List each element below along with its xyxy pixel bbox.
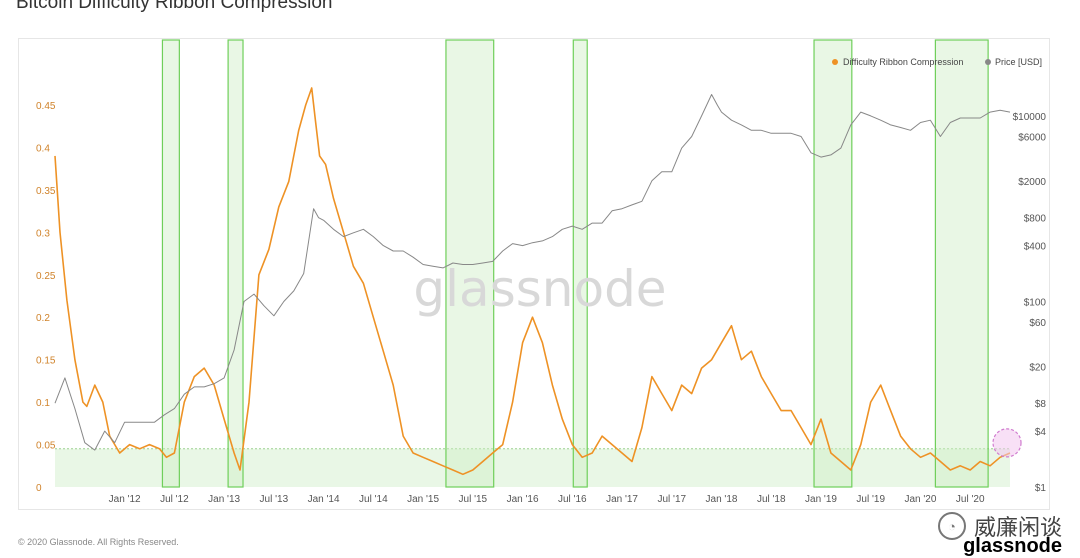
legend-label-compression[interactable]: Difficulty Ribbon Compression	[843, 57, 963, 67]
series-layer	[54, 87, 1011, 476]
copyright-text: © 2020 Glassnode. All Rights Reserved.	[18, 537, 179, 547]
x-axis: Jan '12 Jul '12 Jan '13 Jul '13 Jan '14 Jul '…	[109, 494, 985, 505]
legend-label-price[interactable]: Price [USD]	[995, 57, 1042, 67]
x-tick-label: Jul '14	[359, 494, 388, 505]
left-tick-label: 0.45	[36, 101, 56, 112]
right-tick-label: $6000	[1018, 133, 1046, 144]
right-tick-label: $1	[1035, 483, 1047, 494]
left-tick-label: 0.1	[36, 398, 50, 409]
x-tick-label: Jan '19	[805, 494, 837, 505]
brand-text: 威廉闲谈	[973, 516, 1062, 541]
left-tick-label: 0	[36, 483, 42, 494]
left-tick-label: 0.2	[36, 313, 50, 324]
x-tick-label: Jan '12	[109, 494, 141, 505]
x-tick-label: Jan '13	[208, 494, 240, 505]
highlight-band-4	[572, 39, 588, 488]
right-tick-label: $10000	[1013, 112, 1047, 123]
right-tick-label: $800	[1024, 214, 1047, 225]
wechat-icon: ◔	[937, 512, 966, 540]
left-axis: 0 0.05 0.1 0.15 0.2 0.25 0.3 0.35 0.4 0.45	[36, 101, 56, 494]
x-tick-label: Jan '17	[606, 494, 638, 505]
series-line-compression	[54, 87, 1011, 476]
left-tick-label: 0.25	[36, 271, 56, 282]
x-tick-label: Jan '20	[905, 494, 937, 505]
left-tick-label: 0.35	[36, 186, 56, 197]
right-tick-label: $60	[1029, 318, 1046, 329]
legend-swatch-price	[985, 59, 991, 65]
right-tick-label: $20	[1029, 362, 1046, 373]
highlight-band-2	[227, 39, 244, 488]
right-tick-label: $8	[1035, 399, 1047, 410]
right-tick-label: $100	[1024, 297, 1047, 308]
legend: Difficulty Ribbon Compression Price [USD…	[832, 57, 1042, 67]
x-tick-label: Jul '20	[956, 494, 985, 505]
x-tick-label: Jul '16	[558, 494, 587, 505]
legend-swatch-compression	[832, 59, 838, 65]
right-tick-label: $4	[1035, 427, 1047, 438]
right-axis: $1 $4 $8 $20 $60 $100 $400 $800 $2000 $6000 $10000	[1013, 112, 1047, 494]
chart-svg: glassnode 00.050.10.150.20.250.30.350.40…	[36, 39, 1047, 505]
threshold-zone	[55, 448, 1010, 487]
right-tick-label: $400	[1024, 242, 1047, 253]
highlight-band-6	[934, 39, 989, 488]
watermark-text: glassnode	[413, 260, 666, 318]
x-tick-label: Jan '18	[706, 494, 738, 505]
x-tick-label: Jul '19	[856, 494, 885, 505]
x-tick-label: Jul '18	[757, 494, 786, 505]
x-tick-label: Jan '14	[308, 494, 340, 505]
x-tick-label: Jul '12	[160, 494, 189, 505]
right-tick-label: $2000	[1018, 177, 1046, 188]
x-tick-label: Jul '15	[459, 494, 488, 505]
highlight-band-5	[813, 39, 853, 488]
highlight-bands-layer	[55, 39, 1010, 488]
left-tick-label: 0.05	[36, 441, 56, 452]
x-tick-label: Jan '16	[507, 494, 539, 505]
highlight-marker-circle	[992, 428, 1022, 458]
left-tick-label: 0.15	[36, 356, 56, 367]
brand-block: ◔ 威廉闲谈	[937, 510, 1062, 542]
left-tick-label: 0.4	[36, 143, 50, 154]
chart-panel	[18, 38, 1050, 510]
chart-title: Bitcoin Difficulty Ribbon Compression	[16, 0, 333, 13]
x-tick-label: Jan '15	[407, 494, 439, 505]
highlight-band-1	[161, 39, 180, 488]
series-line-price	[54, 94, 1011, 451]
marker-layer	[992, 428, 1022, 458]
left-tick-label: 0.3	[36, 228, 50, 239]
x-tick-label: Jul '17	[657, 494, 686, 505]
glassnode-logo-text: glassnode	[963, 535, 1062, 557]
x-tick-label: Jul '13	[260, 494, 289, 505]
